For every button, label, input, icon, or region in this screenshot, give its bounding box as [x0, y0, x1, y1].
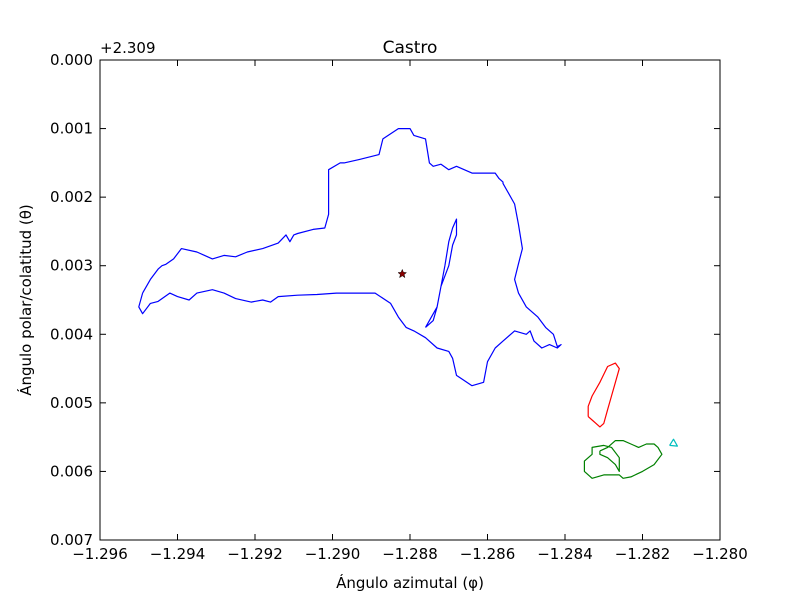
x-tick-label: −1.290: [305, 545, 361, 563]
y-tick-label: 0.004: [50, 325, 93, 343]
y-tick-label: 0.000: [50, 51, 93, 69]
y-tick-label: 0.005: [50, 394, 93, 412]
y-tick-label: 0.003: [50, 257, 93, 275]
y-tick-label: 0.002: [50, 188, 93, 206]
plot-area: [138, 128, 679, 479]
y-axis: 0.000 0.001 0.002 0.003 0.004 0.005 0.006 0.007: [50, 51, 720, 549]
chart-title: Castro: [383, 38, 438, 58]
x-tick-label: −1.284: [537, 545, 593, 563]
x-tick-label: −1.282: [615, 545, 671, 563]
series-line-1: [138, 128, 562, 387]
y-tick-label: 0.006: [50, 462, 93, 480]
x-tick-label: −1.286: [460, 545, 516, 563]
x-tick-label: −1.294: [150, 545, 206, 563]
series-line-4: [583, 440, 663, 479]
series-layer: [138, 128, 679, 479]
x-tick-label: −1.280: [692, 545, 748, 563]
series-line-5: [669, 438, 679, 447]
series-line-2: [424, 218, 458, 328]
x-tick-label: −1.296: [72, 545, 128, 563]
y-tick-label: 0.007: [50, 531, 93, 549]
series-line-3: [587, 362, 620, 428]
y-offset-label: +2.309: [100, 39, 156, 57]
centroid-star-marker-1: [397, 268, 408, 279]
x-tick-label: −1.288: [382, 545, 438, 563]
x-axis-label: Ángulo azimutal (φ): [336, 573, 484, 592]
y-tick-label: 0.001: [50, 120, 93, 138]
marker-layer: [397, 268, 408, 279]
x-axis: −1.296 −1.294 −1.292 −1.290 −1.288 −1.286 −1.2…: [72, 60, 748, 563]
y-axis-label: Ángulo polar/colatitud (θ): [16, 204, 35, 396]
x-tick-label: −1.292: [227, 545, 283, 563]
